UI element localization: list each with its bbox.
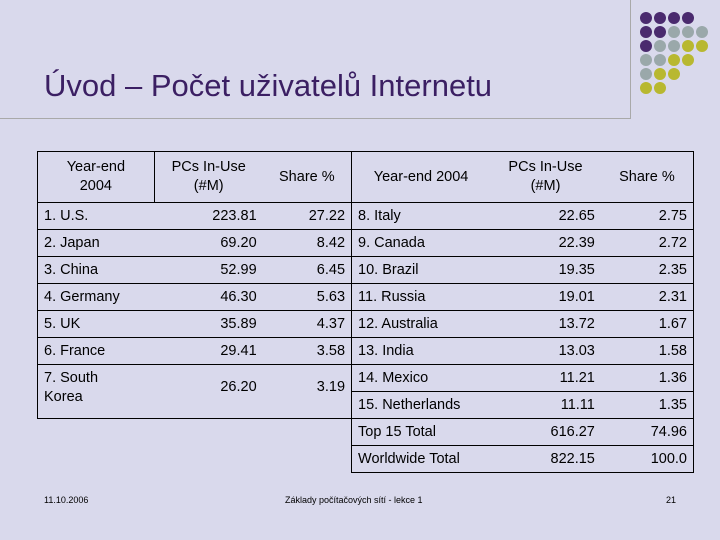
pcs-cell: 69.20 <box>154 229 263 257</box>
footer-date: 11.10.2006 <box>44 495 89 505</box>
share-cell: 5.63 <box>262 283 352 311</box>
share-cell: 6.45 <box>262 256 352 284</box>
pcs-cell: 223.81 <box>154 202 263 230</box>
pcs-cell: 22.39 <box>490 229 601 257</box>
pcs-cell: 46.30 <box>154 283 263 311</box>
header-share-left: Share % <box>262 151 352 203</box>
pcs-cell: 35.89 <box>154 310 263 338</box>
decorative-dot <box>668 12 680 24</box>
footer-page-number: 21 <box>666 495 677 505</box>
decorative-dot <box>654 54 666 66</box>
pcs-cell: 26.20 <box>154 364 263 419</box>
country-cell: 14. Mexico <box>351 364 491 392</box>
pcs-cell: 822.15 <box>490 445 601 473</box>
decorative-dot <box>668 54 680 66</box>
share-cell: 74.96 <box>600 418 694 446</box>
share-cell: 1.67 <box>600 310 694 338</box>
table-row: 7. South Korea 26.20 3.19 14. Mexico 11.21 1.… <box>37 364 694 419</box>
share-cell: 3.19 <box>262 364 352 419</box>
country-cell: 11. Russia <box>351 283 491 311</box>
share-cell: 2.31 <box>600 283 694 311</box>
share-cell: 100.0 <box>600 445 694 473</box>
pcs-cell: 13.72 <box>490 310 601 338</box>
pcs-cell: 616.27 <box>490 418 601 446</box>
decorative-dot <box>696 40 708 52</box>
country-cell: 7. South Korea <box>37 364 155 419</box>
share-cell: 1.58 <box>600 337 694 365</box>
decorative-dot <box>668 68 680 80</box>
pcs-cell: 19.01 <box>490 283 601 311</box>
share-cell: 2.72 <box>600 229 694 257</box>
country-cell: 1. U.S. <box>37 202 155 230</box>
header-pcs-left: PCs In-Use (#M) <box>154 151 263 203</box>
title-frame <box>0 0 631 119</box>
pcs-cell: 13.03 <box>490 337 601 365</box>
slide-title: Úvod – Počet uživatelů Internetu <box>44 68 493 103</box>
header-pcs-right: PCs In-Use (#M) <box>490 151 601 203</box>
country-cell: Worldwide Total <box>351 445 491 473</box>
share-cell: 3.58 <box>262 337 352 365</box>
share-cell: 2.35 <box>600 256 694 284</box>
country-cell: 15. Netherlands <box>351 391 491 419</box>
pcs-cell: 52.99 <box>154 256 263 284</box>
decorative-dot <box>640 26 652 38</box>
decorative-dot <box>682 26 694 38</box>
country-cell: 6. France <box>37 337 155 365</box>
table-row: 6. France 29.41 3.58 13. India 13.03 1.58 <box>37 337 694 365</box>
share-cell: 27.22 <box>262 202 352 230</box>
decorative-dot <box>640 40 652 52</box>
header-share-right: Share % <box>600 151 694 203</box>
header-year-left: Year-end 2004 <box>37 151 155 203</box>
footer-title: Základy počítačových sítí - lekce 1 <box>285 495 423 505</box>
decorative-dot <box>640 68 652 80</box>
pcs-cell: 19.35 <box>490 256 601 284</box>
pcs-cell: 11.11 <box>490 391 601 419</box>
header-year-right: Year-end 2004 <box>351 151 491 203</box>
decorative-dot <box>654 82 666 94</box>
decorative-dot <box>654 12 666 24</box>
country-cell: Top 15 Total <box>351 418 491 446</box>
decorative-dot <box>696 26 708 38</box>
country-cell: 12. Australia <box>351 310 491 338</box>
decorative-dot <box>668 40 680 52</box>
table-row: 1. U.S. 223.81 27.22 8. Italy 22.65 2.75 <box>37 202 694 230</box>
share-cell: 2.75 <box>600 202 694 230</box>
decorative-dot <box>640 54 652 66</box>
pcs-cell: 29.41 <box>154 337 263 365</box>
country-cell: 2. Japan <box>37 229 155 257</box>
empty-cell <box>38 446 352 473</box>
decorative-dot <box>654 26 666 38</box>
table-row: 3. China 52.99 6.45 10. Brazil 19.35 2.35 <box>37 256 694 284</box>
table-row: 5. UK 35.89 4.37 12. Australia 13.72 1.67 <box>37 310 694 338</box>
country-cell: 3. China <box>37 256 155 284</box>
decorative-dot <box>640 12 652 24</box>
decorative-dot <box>654 40 666 52</box>
internet-users-table: Year-end 2004 PCs In-Use (#M) Share % Ye… <box>37 151 694 473</box>
share-cell: 1.35 <box>600 391 694 419</box>
empty-cell <box>38 419 352 446</box>
decorative-dot <box>682 54 694 66</box>
pcs-cell: 11.21 <box>490 364 601 392</box>
decorative-dot <box>682 12 694 24</box>
pcs-cell: 22.65 <box>490 202 601 230</box>
share-cell: 4.37 <box>262 310 352 338</box>
table-row: 4. Germany 46.30 5.63 11. Russia 19.01 2.31 <box>37 283 694 311</box>
country-cell: 5. UK <box>37 310 155 338</box>
decorative-dot <box>682 40 694 52</box>
table-row: Top 15 Total 616.27 74.96 <box>38 418 694 446</box>
share-cell: 8.42 <box>262 229 352 257</box>
country-cell: 8. Italy <box>351 202 491 230</box>
decorative-dot-grid <box>640 12 720 102</box>
decorative-dot <box>654 68 666 80</box>
table-row: Worldwide Total 822.15 100.0 <box>38 445 694 473</box>
country-cell: 13. India <box>351 337 491 365</box>
country-cell: 10. Brazil <box>351 256 491 284</box>
table-row: 2. Japan 69.20 8.42 9. Canada 22.39 2.72 <box>37 229 694 257</box>
country-cell: 4. Germany <box>37 283 155 311</box>
table-row: 15. Netherlands 11.11 1.35 <box>38 391 694 419</box>
decorative-dot <box>640 82 652 94</box>
share-cell: 1.36 <box>600 364 694 392</box>
country-cell: 9. Canada <box>351 229 491 257</box>
decorative-dot <box>668 26 680 38</box>
